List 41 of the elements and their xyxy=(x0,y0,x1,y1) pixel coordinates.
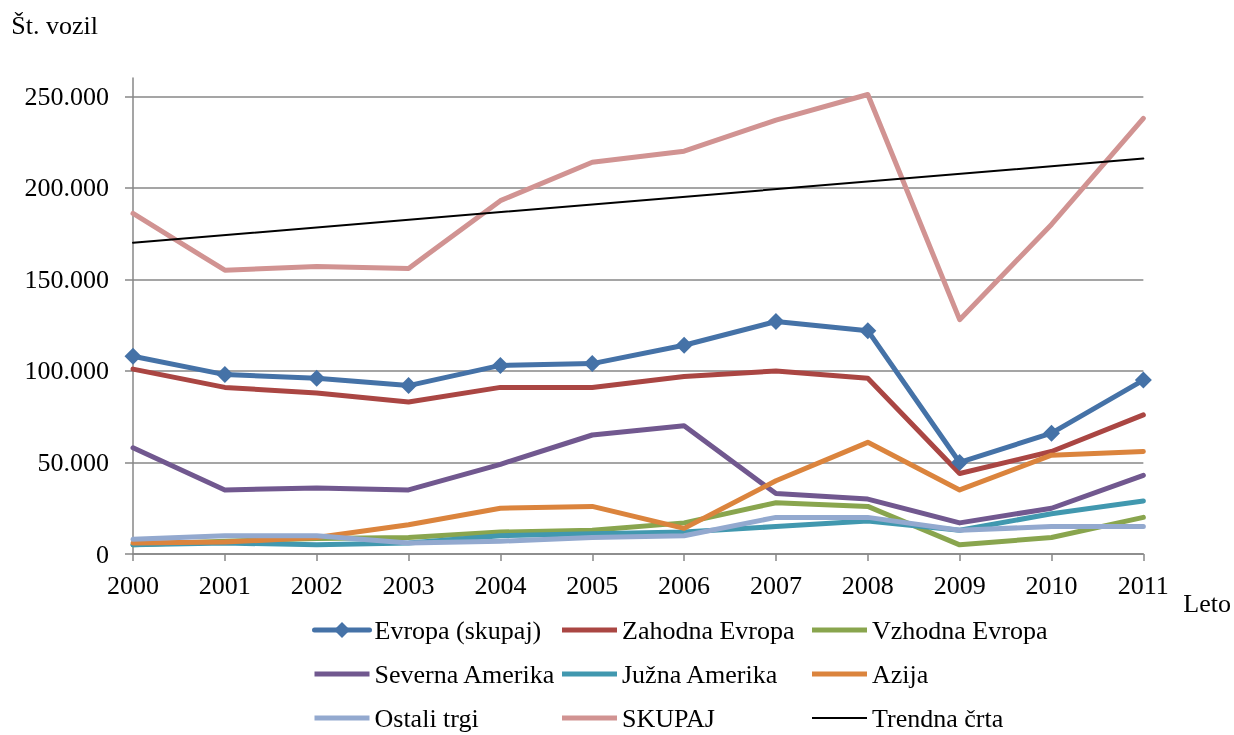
y-tick-label: 0 xyxy=(96,539,109,569)
x-axis-title: Leto xyxy=(1183,588,1232,618)
point xyxy=(859,322,877,340)
x-tick-label: 2006 xyxy=(658,570,711,600)
point xyxy=(400,377,418,395)
point xyxy=(1134,371,1152,389)
legend-label: Južna Amerika xyxy=(622,659,778,689)
legend-label: Trendna črta xyxy=(872,703,1004,733)
x-tick-label: 2001 xyxy=(198,570,251,600)
point xyxy=(675,336,693,354)
x-tick-label: 2005 xyxy=(566,570,619,600)
x-tick-label: 2004 xyxy=(474,570,527,600)
y-tick-label: 250.000 xyxy=(24,81,109,111)
x-tick-label: 2009 xyxy=(933,570,986,600)
x-tick-label: 2007 xyxy=(749,570,802,600)
y-tick-label: 50.000 xyxy=(37,447,109,477)
x-tick-label: 2010 xyxy=(1025,570,1078,600)
x-tick-label: 2008 xyxy=(841,570,894,600)
legend-label: Vzhodna Evropa xyxy=(872,615,1048,645)
point xyxy=(216,366,234,384)
legend-label: Severna Amerika xyxy=(374,659,555,689)
point xyxy=(124,347,142,365)
x-tick-label: 2000 xyxy=(107,570,159,600)
point xyxy=(1043,424,1060,442)
legend-label: Zahodna Evropa xyxy=(622,615,795,645)
legend-label: Ostali trgi xyxy=(374,703,479,733)
point xyxy=(583,355,601,373)
legend-label: SKUPAJ xyxy=(622,703,715,733)
x-tick-label: 2003 xyxy=(382,570,435,600)
legend-label: Evropa (skupaj) xyxy=(374,615,542,645)
y-tick-label: 200.000 xyxy=(24,173,109,203)
x-tick-label: 2002 xyxy=(290,570,343,600)
point xyxy=(951,453,969,471)
legend-label: Azija xyxy=(872,659,929,689)
y-axis-title: Št. vozil xyxy=(11,10,98,40)
point xyxy=(767,312,785,330)
y-tick-label: 100.000 xyxy=(24,356,109,386)
y-tick-label: 150.000 xyxy=(24,264,109,294)
x-tick-label: 2011 xyxy=(1117,570,1169,600)
point xyxy=(491,356,509,374)
point xyxy=(308,369,326,387)
